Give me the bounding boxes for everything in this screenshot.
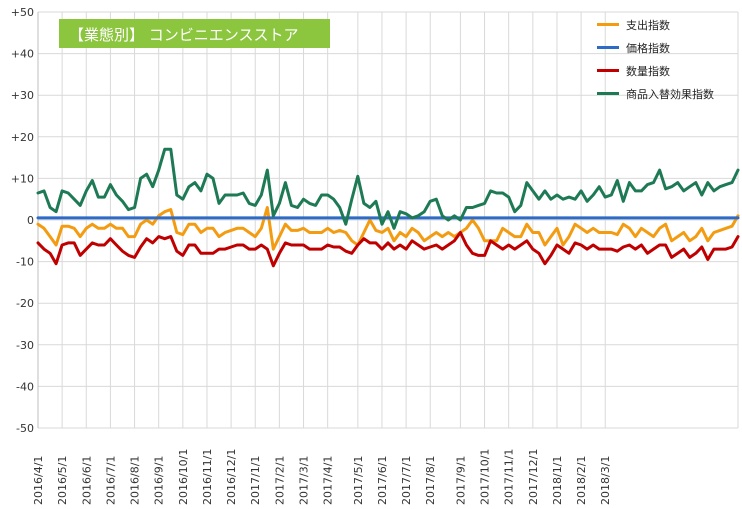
legend-item-price: 価格指数 (597, 36, 737, 59)
chart-title: 【業態別】 コンビニエンスストア (69, 26, 299, 44)
x-axis-ticks: 2016/4/1 2016/5/1 2016/6/1 2016/7/1 2016/8/1… (32, 449, 612, 505)
legend-swatch-quantity (597, 69, 619, 72)
replacement-effect-index-line (36, 147, 740, 230)
legend: 支出指数 価格指数 数量指数 商品入替効果指数 (597, 13, 737, 105)
y-tick-label: +50 (11, 6, 34, 19)
spending-index-line (36, 206, 740, 251)
x-tick-label: 2017/1/1 (249, 456, 262, 505)
legend-label-quantity: 数量指数 (626, 64, 670, 78)
x-tick-label: 2017/12/1 (527, 449, 540, 505)
x-tick-label: 2017/9/1 (454, 456, 467, 505)
x-tick-label: 2016/5/1 (56, 456, 69, 505)
x-tick-label: 2018/3/1 (599, 456, 612, 505)
x-tick-label: 2018/1/1 (551, 456, 564, 505)
x-tick-label: 2016/11/1 (201, 449, 214, 505)
legend-item-quantity: 数量指数 (597, 59, 737, 82)
x-tick-label: 2016/4/1 (32, 456, 45, 505)
legend-swatch-price (597, 46, 619, 49)
x-tick-label: 2017/4/1 (322, 456, 335, 505)
y-tick-label: -10 (16, 256, 34, 269)
y-tick-label: +20 (11, 131, 34, 144)
quantity-index-line (36, 231, 740, 268)
legend-label-replacement: 商品入替効果指数 (626, 87, 714, 101)
legend-item-spending: 支出指数 (597, 13, 737, 36)
y-tick-label: -20 (16, 297, 34, 310)
x-tick-label: 2016/9/1 (153, 456, 166, 505)
y-tick-label: +40 (11, 48, 34, 61)
x-tick-label: 2018/2/1 (575, 456, 588, 505)
y-axis-ticks: +50 +40 +30 +20 +10 0 -10 -20 -30 -40 -50 (11, 6, 34, 435)
x-tick-label: 2017/8/1 (424, 456, 437, 505)
y-tick-label: -30 (16, 339, 34, 352)
x-tick-label: 2016/7/1 (104, 456, 117, 505)
x-tick-label: 2017/3/1 (298, 456, 311, 505)
x-tick-label: 2017/7/1 (400, 456, 413, 505)
y-tick-label: +30 (11, 89, 34, 102)
x-tick-label: 2016/10/1 (177, 449, 190, 505)
x-tick-label: 2017/2/1 (273, 456, 286, 505)
y-tick-label: -50 (16, 422, 34, 435)
x-tick-label: 2017/6/1 (376, 456, 389, 505)
legend-label-spending: 支出指数 (626, 18, 670, 32)
x-tick-label: 2017/11/1 (503, 449, 516, 505)
x-tick-label: 2016/8/1 (129, 456, 142, 505)
series-lines (36, 147, 740, 268)
y-tick-label: -40 (16, 380, 34, 393)
x-tick-label: 2017/10/1 (479, 449, 492, 505)
legend-label-price: 価格指数 (626, 41, 670, 55)
chart-title-box: 【業態別】 コンビニエンスストア (59, 19, 330, 48)
y-tick-label: 0 (27, 214, 34, 227)
legend-swatch-replacement (597, 92, 619, 95)
y-tick-label: +10 (11, 172, 34, 185)
x-tick-label: 2016/12/1 (225, 449, 238, 505)
legend-swatch-spending (597, 23, 619, 26)
x-tick-label: 2017/5/1 (352, 456, 365, 505)
x-tick-label: 2016/6/1 (80, 456, 93, 505)
legend-item-replacement: 商品入替効果指数 (597, 82, 737, 105)
